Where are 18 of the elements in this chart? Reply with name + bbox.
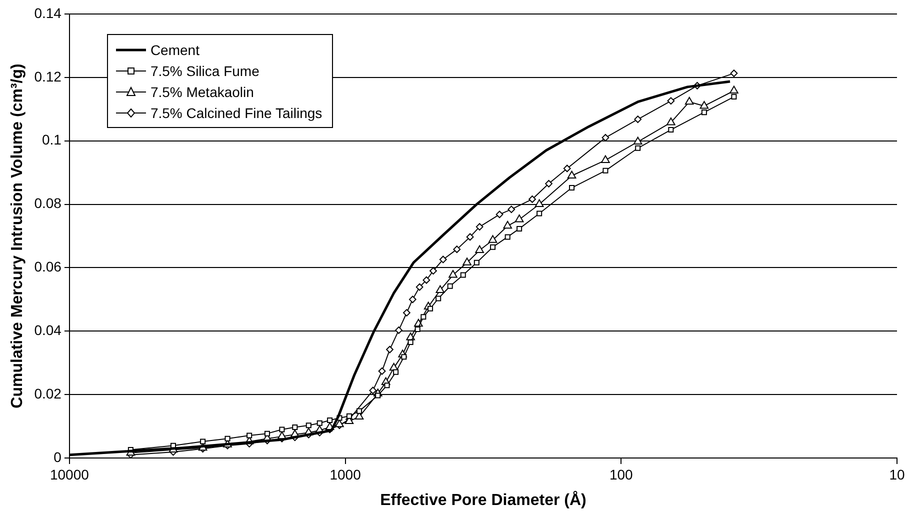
x-tick-label: 100 [609, 466, 634, 482]
x-tick-label: 1000 [330, 466, 362, 482]
y-axis-title: Cumulative Mercury Intrusion Volume (cm³/g) [9, 64, 26, 408]
x-axis-title: Effective Pore Diameter (Å) [380, 490, 586, 509]
y-tick-label: 0.14 [34, 4, 62, 21]
y-tick-label: 0.1 [42, 132, 62, 148]
y-tick-label: 0.08 [34, 195, 62, 212]
y-tick-label: 0.04 [34, 322, 62, 338]
x-tick-label: 10000 [50, 466, 90, 482]
y-tick-label: 0 [54, 448, 62, 465]
y-tick-label: 0.12 [34, 68, 62, 84]
y-tick-label: 0.06 [34, 258, 62, 275]
legend-label: 7.5% Calcined Fine Tailings [150, 104, 322, 120]
y-tick-label: 0.02 [34, 385, 62, 402]
legend-label: 7.5% Silica Fume [150, 62, 260, 78]
legend-label: 7.5% Metakaolin [150, 84, 254, 100]
x-tick-label: 10 [889, 466, 905, 482]
legend-label: Cement [150, 42, 200, 58]
